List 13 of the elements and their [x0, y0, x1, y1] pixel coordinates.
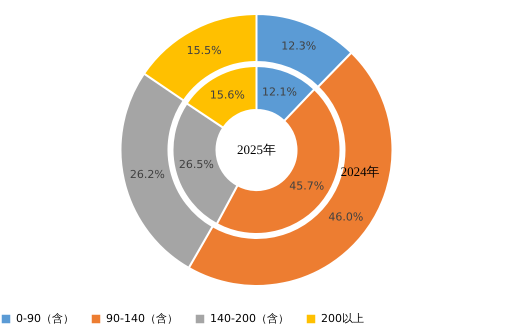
legend-label: 140-200（含） [210, 312, 289, 325]
data-label: 12.1% [262, 85, 298, 98]
data-label: 26.2% [130, 168, 165, 182]
data-label: 12.3% [281, 39, 316, 52]
data-label: 15.6% [210, 88, 245, 102]
data-label: 26.5% [178, 158, 214, 171]
data-label: 15.5% [186, 44, 222, 58]
data-label: 45.7% [289, 179, 324, 192]
data-label: 46.0% [328, 210, 364, 224]
legend-label: 90-140（含） [106, 312, 178, 325]
legend-label: 0-90（含） [16, 312, 74, 325]
legend-label: 200以上 [321, 312, 364, 325]
slice-label: 2025年 [237, 142, 276, 157]
